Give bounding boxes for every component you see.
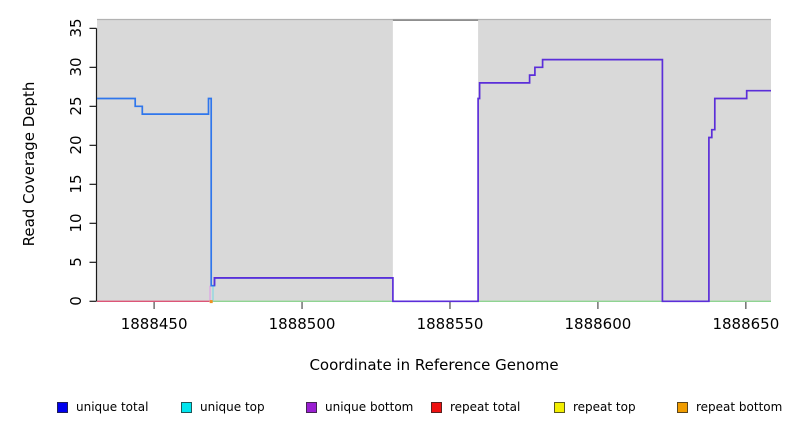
legend-label: repeat bottom	[696, 400, 783, 414]
x-axis-title: Coordinate in Reference Genome	[309, 356, 559, 374]
chart-legend: unique total unique top unique bottom repea…	[0, 399, 792, 419]
white-band	[392, 20, 479, 303]
y-tick-label-5: 5	[67, 257, 85, 268]
y-tick-label-30: 30	[67, 57, 85, 77]
y-axis-title: Read Coverage Depth	[20, 81, 38, 247]
legend-item-unique-bottom: unique bottom	[306, 399, 413, 415]
x-tick-label-1888600: 1888600	[564, 315, 632, 333]
legend-label: unique total	[76, 400, 149, 414]
legend-swatch-repeat-total	[431, 401, 442, 413]
y-tick-label-35: 35	[67, 18, 85, 38]
legend-swatch-unique-top	[181, 401, 192, 413]
series-junction-dot	[209, 300, 213, 304]
axis-layer	[89, 27, 747, 309]
legend-swatch-unique-bottom	[306, 401, 317, 413]
legend-item-repeat-bottom: repeat bottom	[677, 399, 782, 415]
legend-swatch-unique-total	[57, 401, 68, 413]
y-tick-label-25: 25	[67, 96, 85, 116]
legend-label: repeat total	[450, 400, 521, 414]
y-tick-label-0: 0	[67, 296, 85, 307]
y-tick-label-15: 15	[67, 174, 85, 194]
legend-label: unique top	[200, 400, 265, 414]
x-tick-label-1888550: 1888550	[416, 315, 484, 333]
y-tick-label-10: 10	[67, 213, 85, 233]
series-layer	[97, 58, 771, 304]
x-tick-label-1888500: 1888500	[268, 315, 336, 333]
legend-label: unique bottom	[325, 400, 414, 414]
legend-item-repeat-total: repeat total	[431, 399, 520, 415]
legend-swatch-repeat-bottom	[677, 401, 688, 413]
series-unique-bottom	[213, 58, 771, 303]
legend-item-unique-total: unique total	[57, 399, 148, 415]
legend-swatch-repeat-top	[554, 401, 565, 413]
x-tick-label-1888650: 1888650	[712, 315, 780, 333]
legend-item-repeat-top: repeat top	[554, 399, 636, 415]
x-tick-label-1888450: 1888450	[120, 315, 188, 333]
y-tick-label-20: 20	[67, 135, 85, 155]
legend-item-unique-top: unique top	[181, 399, 265, 415]
legend-label: repeat top	[573, 400, 636, 414]
plot-background-layer	[97, 18, 771, 303]
